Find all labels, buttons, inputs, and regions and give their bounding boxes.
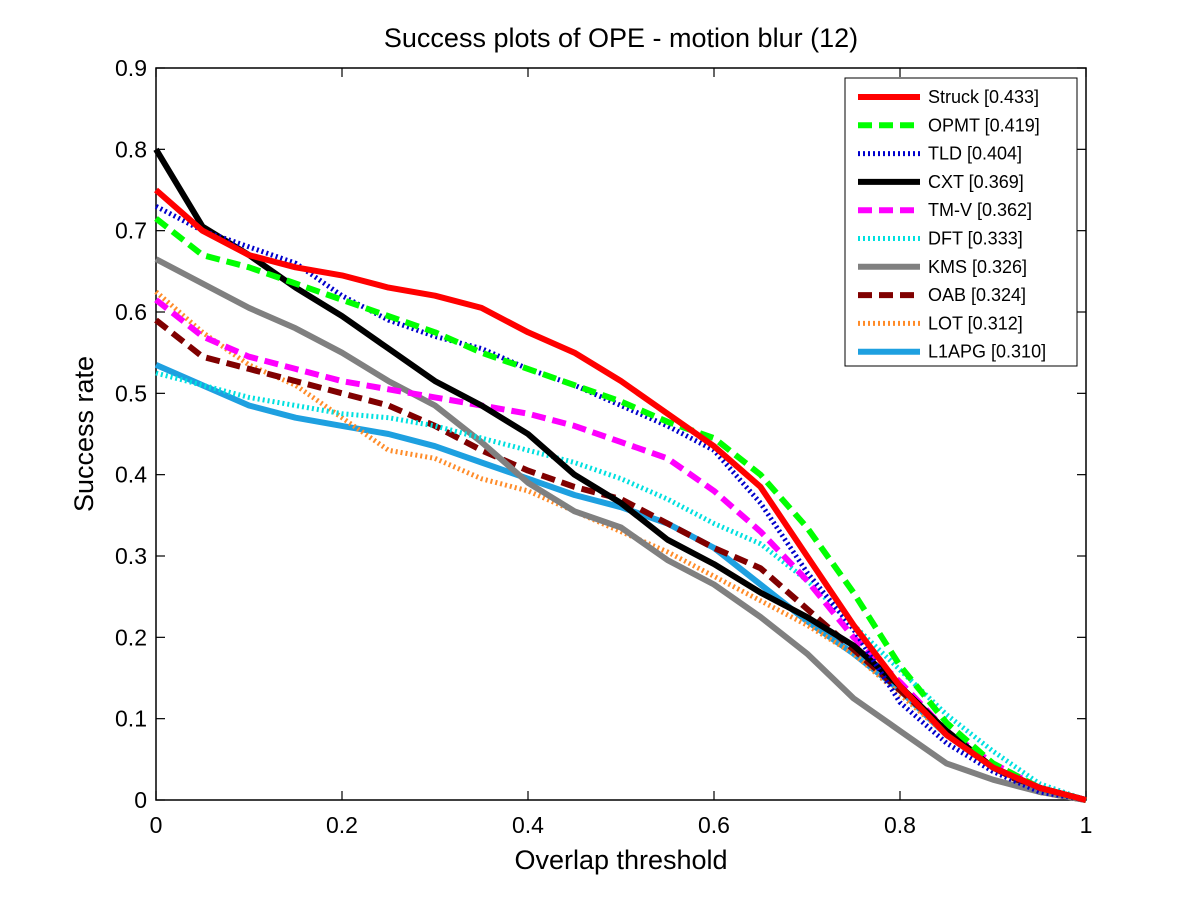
x-tick-label: 0.6	[698, 812, 730, 838]
y-tick-label: 0.7	[115, 218, 147, 244]
legend-label: DFT [0.333]	[928, 229, 1023, 249]
legend-label: L1APG [0.310]	[928, 342, 1046, 362]
y-tick-label: 0.3	[115, 543, 147, 569]
series-line-6	[154, 256, 1087, 803]
x-tick-label: 0.8	[884, 812, 916, 838]
tick-labels: 0 0.2 0.4 0.6 0.8 1 0 0.1 0.2 0.3 0.4 0.5 0.6 0.7 0.8 0…	[115, 55, 1092, 838]
series-line-1	[154, 216, 1087, 803]
series-lines	[153, 147, 1087, 803]
series-line-2	[154, 204, 1087, 803]
legend-label: LOT [0.312]	[928, 313, 1023, 333]
y-tick-label: 0.2	[115, 624, 147, 650]
x-tick-label: 1	[1080, 812, 1093, 838]
legend-label: CXT [0.369]	[928, 172, 1024, 192]
y-tick-label: 0.8	[115, 136, 147, 162]
y-tick-label: 0	[134, 787, 147, 813]
y-tick-label: 0.5	[115, 380, 147, 406]
y-tick-label: 0.1	[115, 706, 147, 732]
y-tick-label: 0.6	[115, 299, 147, 325]
legend-label: OAB [0.324]	[928, 285, 1026, 305]
legend-label: Struck [0.433]	[928, 87, 1039, 107]
x-tick-label: 0	[150, 812, 163, 838]
series-line-0	[154, 187, 1087, 803]
y-axis-label: Success rate	[69, 356, 99, 512]
x-tick-label: 0.2	[326, 812, 358, 838]
legend: Struck [0.433] OPMT [0.419] TLD [0.404] CXT…	[844, 77, 1078, 367]
x-axis-label: Overlap threshold	[514, 845, 727, 875]
legend-label: OPMT [0.419]	[928, 115, 1040, 135]
legend-label: KMS [0.326]	[928, 257, 1027, 277]
legend-label: TM-V [0.362]	[928, 200, 1032, 220]
y-tick-label: 0.4	[115, 462, 147, 488]
chart-title: Success plots of OPE - motion blur (12)	[384, 23, 858, 53]
x-tick-label: 0.4	[512, 812, 544, 838]
y-tick-label: 0.9	[115, 55, 147, 81]
legend-label: TLD [0.404]	[928, 144, 1022, 164]
